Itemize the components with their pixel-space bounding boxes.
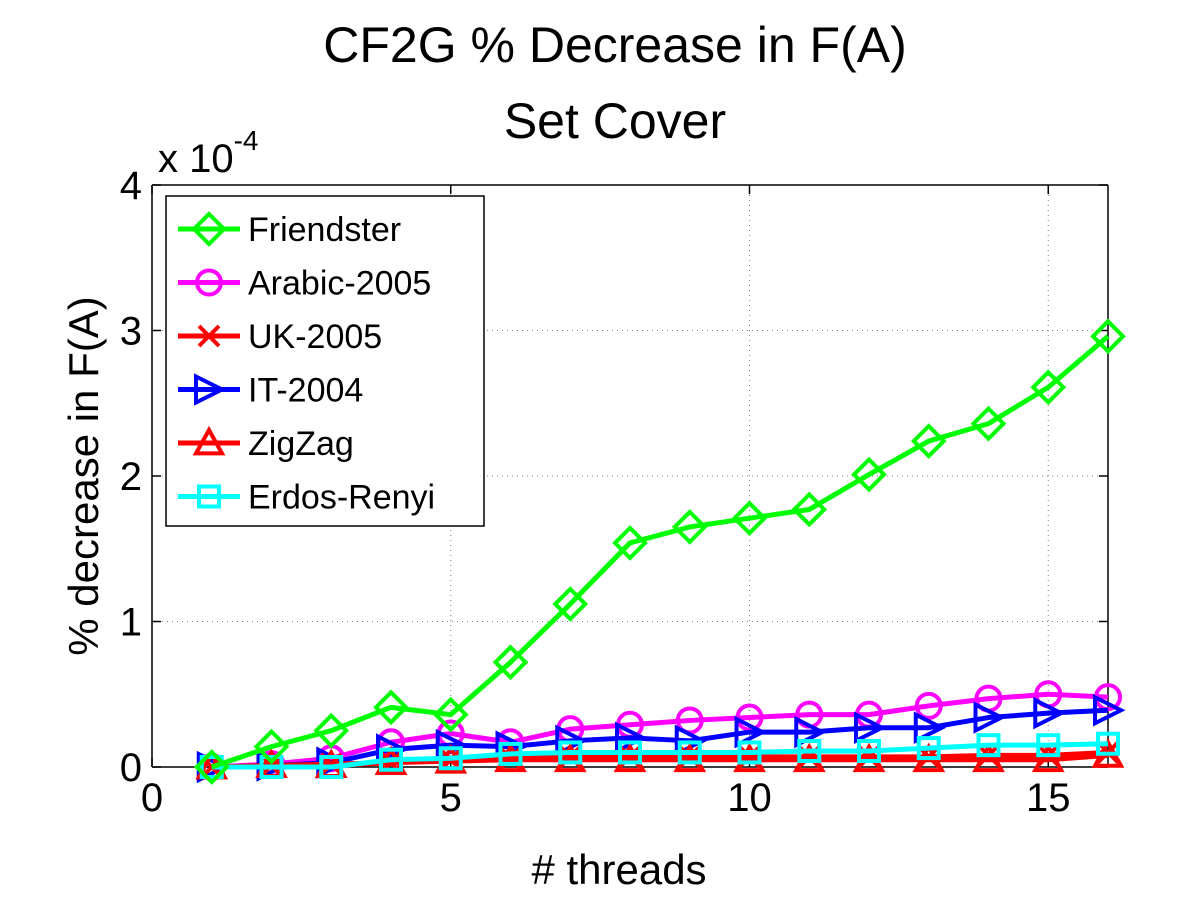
tick-labels: 0 5 10 15 0 1 2 3 4 xyxy=(120,164,1071,820)
series-line xyxy=(211,741,1109,770)
data-point xyxy=(791,491,828,528)
legend-label: Erdos-Renyi xyxy=(248,479,435,517)
data-point xyxy=(673,742,707,773)
data-point xyxy=(552,586,589,622)
data-point xyxy=(794,715,827,749)
chart-title: CF2G % Decrease in F(A) xyxy=(323,17,906,73)
x-tick-label: 10 xyxy=(727,776,772,820)
x-axis-label: # threads xyxy=(531,846,706,893)
data-point xyxy=(854,711,887,744)
legend-marker xyxy=(197,324,221,348)
data-point xyxy=(734,715,767,749)
series-friendster xyxy=(193,318,1126,785)
legend-item: Erdos-Renyi xyxy=(178,479,435,517)
data-point xyxy=(792,742,826,773)
marker-stroke xyxy=(197,324,221,348)
series-line xyxy=(211,691,1109,770)
data-point xyxy=(618,740,642,765)
y-axis-multiplier-exponent: -4 xyxy=(234,125,259,156)
data-point xyxy=(613,742,647,773)
legend-label: ZigZag xyxy=(248,425,354,463)
data-point xyxy=(553,742,587,773)
data-point xyxy=(677,740,702,765)
data-point xyxy=(494,742,527,773)
data-point xyxy=(1036,733,1061,758)
data-point xyxy=(973,701,1006,734)
data-point xyxy=(1030,369,1067,406)
data-point xyxy=(1096,731,1120,756)
data-point xyxy=(972,742,1005,773)
data-point xyxy=(976,733,1001,758)
data-point xyxy=(851,456,887,493)
data-point xyxy=(313,712,350,749)
data-point xyxy=(199,755,224,779)
data-point xyxy=(253,728,290,765)
data-point xyxy=(797,738,822,763)
data-point xyxy=(914,691,943,720)
data-point xyxy=(1033,696,1066,730)
series xyxy=(193,318,1126,785)
legend-label: IT-2004 xyxy=(248,372,363,410)
legend-marker xyxy=(192,425,226,456)
legend-box xyxy=(165,195,485,527)
legend-marker xyxy=(195,268,223,297)
data-point xyxy=(913,711,947,744)
x-tick-label: 5 xyxy=(440,776,462,820)
data-point xyxy=(671,509,708,545)
y-axis-multiplier: x 10-4 xyxy=(158,125,259,181)
legend-item: Friendster xyxy=(178,211,401,249)
y-tick-label: 3 xyxy=(120,310,142,354)
data-point xyxy=(319,755,344,779)
data-point xyxy=(737,740,762,765)
data-point xyxy=(376,733,409,766)
legend-label: Arabic-2005 xyxy=(248,265,431,303)
y-axis-multiplier-base: x 10 xyxy=(158,137,234,181)
legend: Friendster Arabic-2005 UK-2005 IT-2004 ZigZa… xyxy=(165,195,485,527)
y-tick-label: 4 xyxy=(120,164,142,208)
data-point xyxy=(612,525,648,561)
data-point xyxy=(432,696,469,733)
legend-item: UK-2005 xyxy=(178,318,382,356)
data-point xyxy=(373,689,409,726)
data-point xyxy=(1093,694,1126,727)
chart-subtitle: Set Cover xyxy=(504,93,726,149)
series-line xyxy=(210,334,1110,770)
data-point xyxy=(1031,742,1065,773)
y-tick-label: 2 xyxy=(120,455,142,499)
data-point xyxy=(910,423,947,459)
x-tick-label: 15 xyxy=(1026,776,1071,820)
y-tick-label: 1 xyxy=(120,601,142,645)
data-point xyxy=(438,746,463,771)
data-point xyxy=(379,747,403,772)
data-point xyxy=(498,741,523,766)
data-point xyxy=(970,405,1007,442)
legend-marker xyxy=(191,211,227,247)
data-point xyxy=(1090,318,1126,355)
data-point xyxy=(852,742,886,773)
data-point xyxy=(731,500,768,537)
data-point xyxy=(193,749,230,785)
data-point xyxy=(916,736,941,761)
y-axis-label: % decrease in F(A) xyxy=(60,296,107,655)
legend-marker xyxy=(197,484,221,509)
legend-marker xyxy=(194,373,227,406)
y-tick-label: 0 xyxy=(120,746,142,790)
legend-item: IT-2004 xyxy=(178,372,363,410)
series-line xyxy=(211,707,1109,770)
legend-item: ZigZag xyxy=(178,425,354,463)
data-point xyxy=(733,742,766,773)
data-point xyxy=(857,738,881,763)
data-point xyxy=(558,740,583,765)
legend-label: Friendster xyxy=(248,211,401,249)
series-erdos-renyi xyxy=(199,731,1120,779)
legend-label: UK-2005 xyxy=(248,318,382,356)
data-point xyxy=(492,644,529,681)
legend-item: Arabic-2005 xyxy=(178,265,431,303)
data-point xyxy=(259,755,284,779)
x-tick-label: 0 xyxy=(141,776,163,820)
